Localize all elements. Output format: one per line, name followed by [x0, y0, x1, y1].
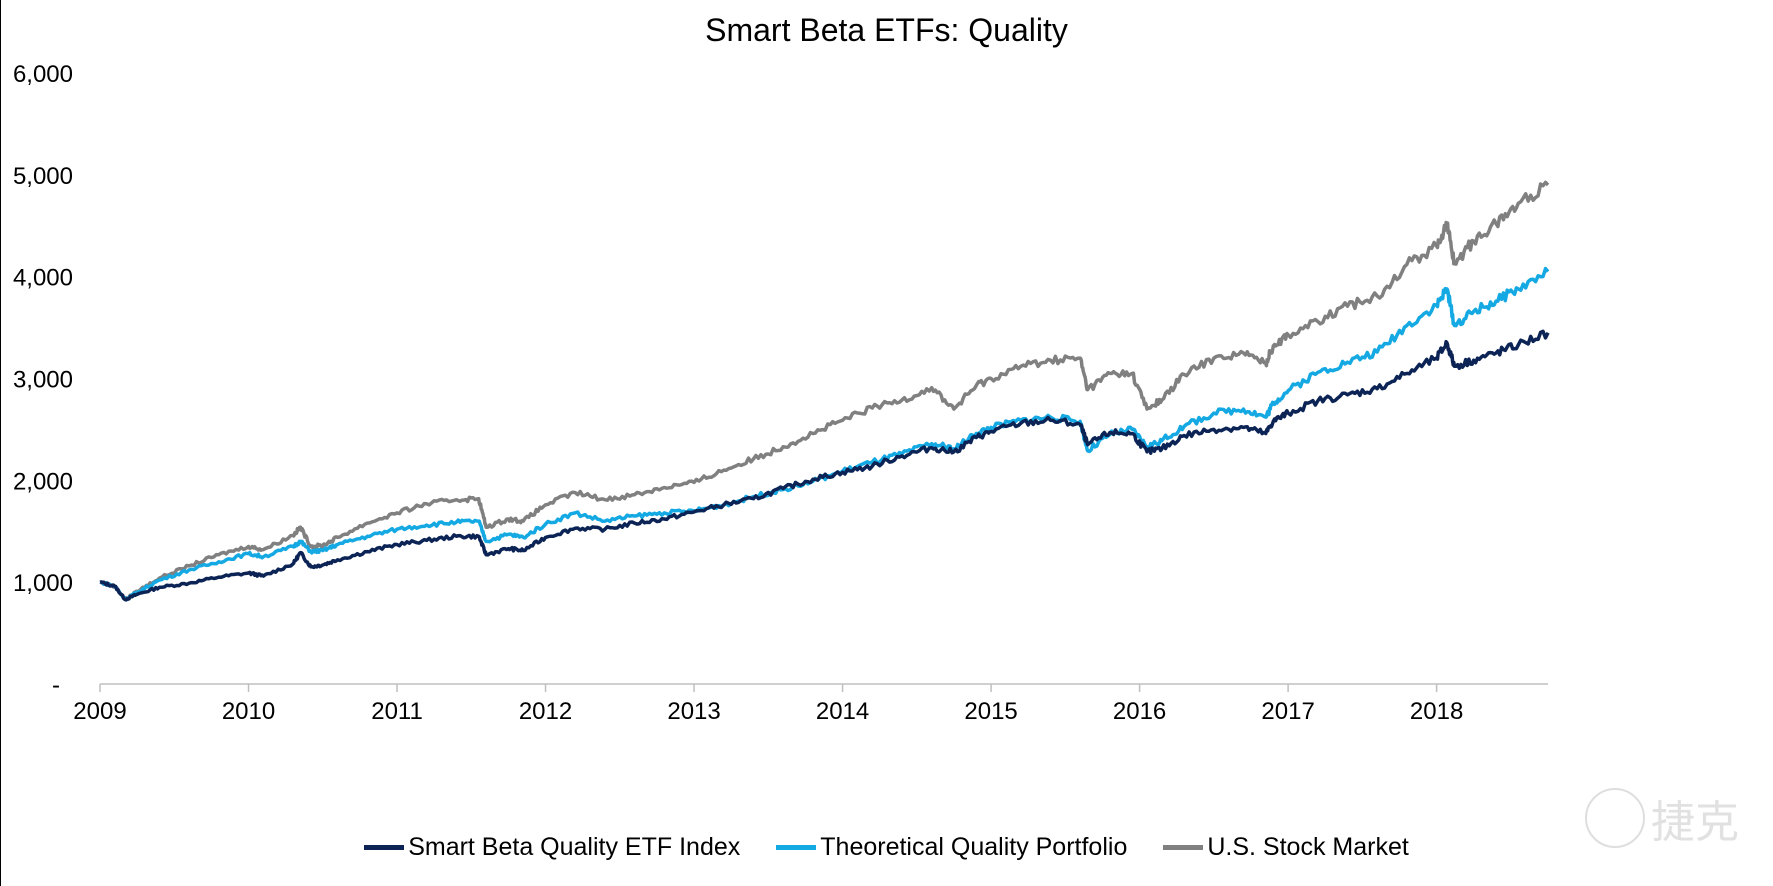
watermark-logo-icon	[1585, 788, 1645, 848]
x-tick-label: 2018	[1410, 698, 1463, 725]
series-line-theoretical-quality-portfolio	[99, 266, 1550, 602]
chart-series	[99, 180, 1550, 602]
y-tick-label: 6,000	[13, 61, 73, 88]
x-tick-label: 2017	[1261, 698, 1314, 725]
watermark-text: 捷克	[1651, 797, 1739, 848]
legend-label-theoretical-portfolio: Theoretical Quality Portfolio	[820, 833, 1128, 861]
legend-item-theoretical-portfolio: Theoretical Quality Portfolio	[776, 833, 1127, 862]
x-tick-label: 2016	[1113, 698, 1166, 725]
x-tick-label: 2011	[371, 698, 423, 725]
x-tick-label: 2009	[73, 698, 126, 725]
series-line-u-s-stock-market	[99, 180, 1550, 602]
legend-swatch-quality-etf-index	[364, 845, 405, 850]
x-tick-label: 2012	[519, 698, 572, 725]
y-tick-label: 2,000	[13, 468, 73, 495]
series-line-smart-beta-quality-etf-index	[99, 329, 1550, 602]
chart-legend: Smart Beta Quality ETF Index Theoretical…	[0, 833, 1773, 862]
legend-swatch-us-stock-market	[1163, 845, 1204, 850]
x-tick-label: 2013	[667, 698, 720, 725]
watermark: 捷克	[1585, 786, 1739, 850]
legend-item-us-stock-market: U.S. Stock Market	[1163, 833, 1409, 862]
x-tick-label: 2010	[222, 698, 275, 725]
y-tick-label: 5,000	[13, 163, 73, 190]
chart-title: Smart Beta ETFs: Quality	[705, 12, 1068, 48]
y-tick-label: -	[52, 672, 60, 699]
y-tick-label: 4,000	[13, 265, 73, 292]
chart-left-border	[0, 0, 1, 886]
legend-swatch-theoretical-portfolio	[776, 845, 817, 850]
y-tick-label: 3,000	[13, 367, 73, 394]
legend-item-quality-etf-index: Smart Beta Quality ETF Index	[364, 833, 740, 862]
legend-label-us-stock-market: U.S. Stock Market	[1207, 833, 1409, 861]
chart-axes: - 1,000 2,000 3,000 4,000 5,000 6,000 2009 2010 2…	[13, 61, 1548, 725]
x-tick-label: 2015	[964, 698, 1017, 725]
x-tick-label: 2014	[816, 698, 869, 725]
legend-label-quality-etf-index: Smart Beta Quality ETF Index	[408, 833, 741, 861]
y-tick-label: 1,000	[13, 570, 73, 597]
